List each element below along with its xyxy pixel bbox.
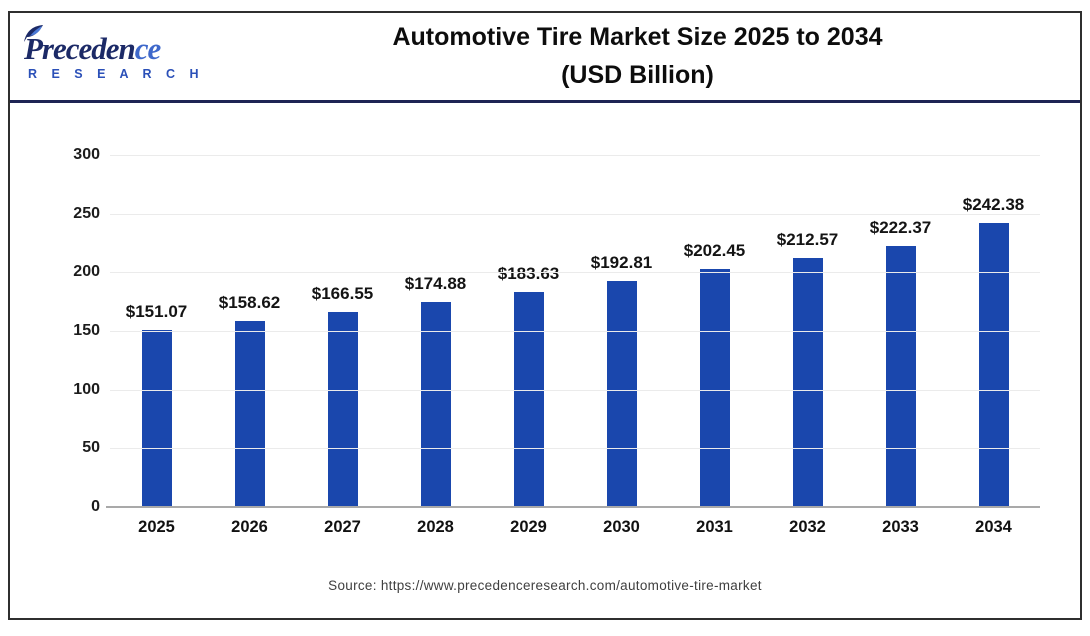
bar-value-label-2031: $202.45	[683, 241, 746, 261]
bar-value-label-2026: $158.62	[218, 292, 281, 312]
x-axis-label-2025: 2025	[138, 518, 175, 536]
bar-2031	[699, 269, 730, 507]
precedence-research-logo: Precedence R E S E A R C H	[10, 24, 205, 81]
bar-cell-2030: $192.81	[575, 155, 668, 507]
x-axis-label-2028: 2028	[417, 518, 454, 536]
x-axis-label-2027: 2027	[324, 518, 361, 536]
gridline-200	[110, 272, 1040, 274]
bar-2033	[885, 246, 916, 507]
y-axis-tick-250: 250	[73, 204, 100, 222]
bars-container: $151.07 $158.62 $166.55 $174.88 $183.63 $192.…	[110, 155, 1040, 507]
bar-value-label-2027: $166.55	[311, 283, 374, 303]
bar-2028	[420, 301, 451, 507]
y-axis-tick-200: 200	[73, 263, 100, 281]
brand-name: Precedence	[24, 30, 161, 66]
gridline-300	[110, 155, 1040, 156]
header: Precedence R E S E A R C H Automotive Ti…	[10, 13, 1080, 103]
bar-2032	[792, 257, 823, 507]
chart-title-line1: Automotive Tire Market Size 2025 to 2034	[392, 23, 883, 51]
bar-2034	[978, 222, 1009, 507]
plot-area: $151.07 $158.62 $166.55 $174.88 $183.63 $192.…	[73, 146, 1040, 515]
bar-2026	[234, 320, 265, 507]
bar-chart: $151.07 $158.62 $166.55 $174.88 $183.63 $192.…	[10, 106, 1080, 620]
bar-value-label-2032: $212.57	[776, 229, 839, 249]
x-axis-label-2033: 2033	[882, 518, 919, 536]
y-axis-tick-50: 50	[82, 439, 100, 457]
bar-cell-2032: $212.57	[761, 155, 854, 507]
bar-cell-2033: $222.37	[854, 155, 947, 507]
x-axis-label-2026: 2026	[231, 518, 268, 536]
bar-2029	[513, 291, 544, 507]
bar-value-label-2030: $192.81	[590, 252, 653, 272]
bar-value-label-2025: $151.07	[125, 301, 188, 321]
x-axis-labels: 2025 2026 2027 2028 2029 2030 2031 2032 2033 2034	[110, 518, 1040, 537]
infographic-frame: Precedence R E S E A R C H Automotive Ti…	[8, 11, 1082, 620]
chart-title: Automotive Tire Market Size 2025 to 2034…	[205, 19, 1080, 94]
y-axis-tick-0: 0	[91, 498, 100, 515]
bar-cell-2031: $202.45	[668, 155, 761, 507]
x-axis-label-2034: 2034	[975, 518, 1012, 536]
x-axis-label-2032: 2032	[789, 518, 826, 536]
bar-2025	[141, 329, 172, 507]
y-axis-tick-150: 150	[73, 322, 100, 339]
bar-cell-2026: $158.62	[203, 155, 296, 507]
bar-value-label-2029: $183.63	[497, 263, 560, 283]
x-axis-label-2031: 2031	[696, 518, 733, 536]
bar-cell-2034: $242.38	[947, 155, 1040, 507]
x-axis-label-2029: 2029	[510, 518, 547, 536]
gridline-250	[110, 213, 1040, 215]
gridline-50	[110, 448, 1040, 450]
bar-cell-2025: $151.07	[110, 155, 203, 507]
bar-2030	[606, 280, 637, 507]
bar-cell-2027: $166.55	[296, 155, 389, 507]
source-note: Source: https://www.precedenceresearch.c…	[328, 578, 762, 593]
leaf-logo-icon	[22, 24, 44, 49]
gridline-150	[110, 331, 1040, 332]
bar-value-label-2034: $242.38	[962, 194, 1025, 214]
x-axis-line	[106, 506, 1040, 508]
x-axis-label-2030: 2030	[603, 518, 640, 536]
brand-subtitle: R E S E A R C H	[28, 66, 205, 81]
bar-2027	[327, 311, 358, 507]
gridline-100	[110, 389, 1040, 391]
y-axis-tick-300: 300	[73, 146, 100, 163]
bar-value-label-2028: $174.88	[404, 273, 467, 293]
chart-title-line2: (USD Billion)	[561, 60, 714, 89]
bar-cell-2028: $174.88	[389, 155, 482, 507]
y-axis-tick-100: 100	[73, 380, 100, 398]
bar-value-label-2033: $222.37	[869, 218, 932, 238]
